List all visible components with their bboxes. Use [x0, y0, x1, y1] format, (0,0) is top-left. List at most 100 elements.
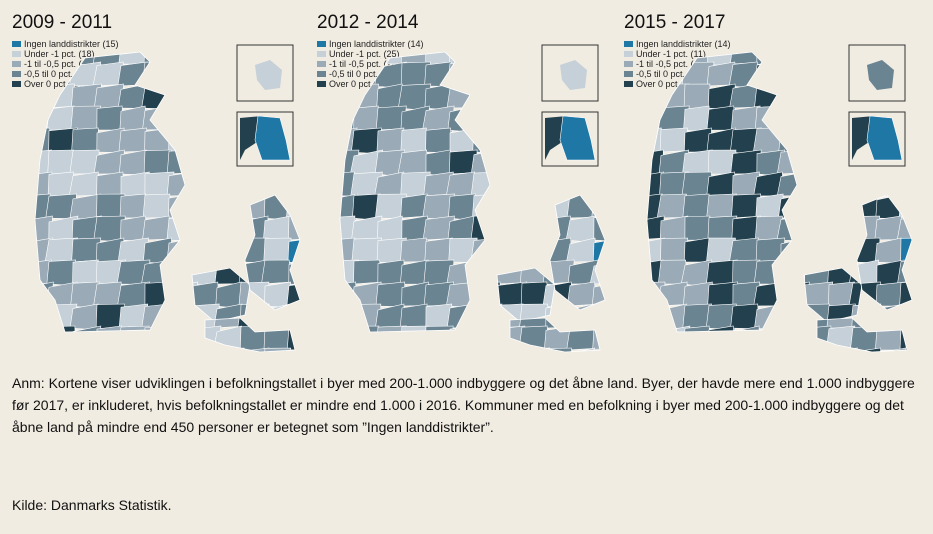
map-region [495, 216, 524, 240]
legend-swatch [317, 81, 326, 87]
map-region [329, 348, 356, 360]
panel: 2012 - 2014 Ingen landdistrikter (14)Unde… [317, 12, 623, 360]
map-region [143, 348, 171, 360]
map-region [48, 348, 77, 360]
map-region [496, 106, 525, 133]
legend-label: -1 til -0,5 pct. (28) [329, 59, 400, 69]
map-region [286, 150, 315, 174]
panel-title: 2012 - 2014 [317, 12, 419, 33]
map-region [191, 194, 219, 220]
map-region [780, 84, 807, 111]
map-region [590, 40, 623, 64]
map-region [829, 40, 858, 65]
map-region [778, 127, 797, 154]
map-region [471, 83, 490, 110]
map-region [498, 62, 524, 86]
map-region [897, 40, 927, 64]
map-region [803, 216, 831, 243]
map-region [189, 348, 219, 360]
map-region [470, 62, 500, 87]
map-region [285, 172, 315, 196]
legend-swatch [317, 61, 326, 67]
map-region [875, 303, 906, 310]
map-region [215, 106, 243, 132]
map-region [899, 150, 929, 176]
map-region [287, 106, 315, 130]
map-region [35, 325, 53, 332]
map-region [900, 84, 927, 111]
map-region [166, 281, 185, 307]
map-region [472, 304, 501, 329]
map-region [779, 348, 807, 360]
map-region [117, 325, 150, 332]
map-region [707, 348, 735, 360]
land-outline [856, 194, 913, 311]
legend-label: Ingen landdistrikter (14) [636, 39, 731, 49]
legend-swatch [12, 71, 21, 77]
map-region [898, 62, 928, 87]
map-region [803, 150, 834, 176]
map-region [496, 194, 525, 219]
map-region [168, 326, 195, 352]
map-region [591, 150, 621, 177]
map-region [424, 61, 453, 87]
map-region [376, 127, 405, 155]
map-region [216, 84, 246, 109]
map-region [497, 106, 525, 131]
map-region [93, 348, 123, 360]
map-region [286, 62, 315, 86]
map-region [285, 195, 300, 221]
map-region [397, 149, 429, 175]
map-region [519, 318, 549, 330]
map-region [25, 304, 53, 329]
map-region [779, 62, 807, 89]
map-region [245, 195, 268, 197]
map-region [144, 348, 172, 360]
map-region [706, 105, 736, 131]
map-region [190, 84, 219, 110]
map-region [647, 303, 666, 329]
map-region [659, 127, 688, 153]
inset-box [541, 111, 599, 167]
map-region [471, 52, 490, 65]
map-region [168, 84, 195, 108]
map-region [521, 62, 548, 87]
map-region [189, 106, 220, 131]
map-region [351, 348, 381, 360]
legend-swatch [624, 71, 633, 77]
map-region [900, 84, 927, 110]
map-region [287, 106, 317, 131]
map-region [826, 216, 855, 241]
map-region [374, 348, 405, 360]
map-region [288, 84, 318, 108]
map-region [470, 171, 490, 197]
map-region [261, 172, 291, 196]
map-region [730, 348, 762, 360]
legend-swatch [12, 81, 21, 87]
map-region [591, 62, 620, 89]
map-region [522, 84, 549, 108]
map-region [729, 325, 760, 332]
map-region [591, 281, 605, 307]
map-region [708, 348, 737, 360]
map-region [898, 62, 928, 86]
land-outline [803, 267, 863, 323]
map-region [35, 149, 52, 175]
map-region [340, 303, 357, 329]
map-region [754, 83, 784, 109]
map-region [35, 127, 52, 153]
map-region [473, 84, 502, 108]
map-region [802, 128, 831, 152]
map-region [592, 304, 623, 328]
map-region [217, 194, 244, 218]
map-region [828, 150, 855, 175]
map-region [46, 259, 77, 286]
map-region [472, 106, 500, 131]
map-region [803, 172, 831, 199]
map-region [592, 194, 621, 218]
map-region [802, 40, 833, 64]
map-region [193, 84, 221, 108]
bornholm [560, 60, 587, 90]
map-region [192, 238, 219, 263]
map-region [803, 238, 832, 262]
